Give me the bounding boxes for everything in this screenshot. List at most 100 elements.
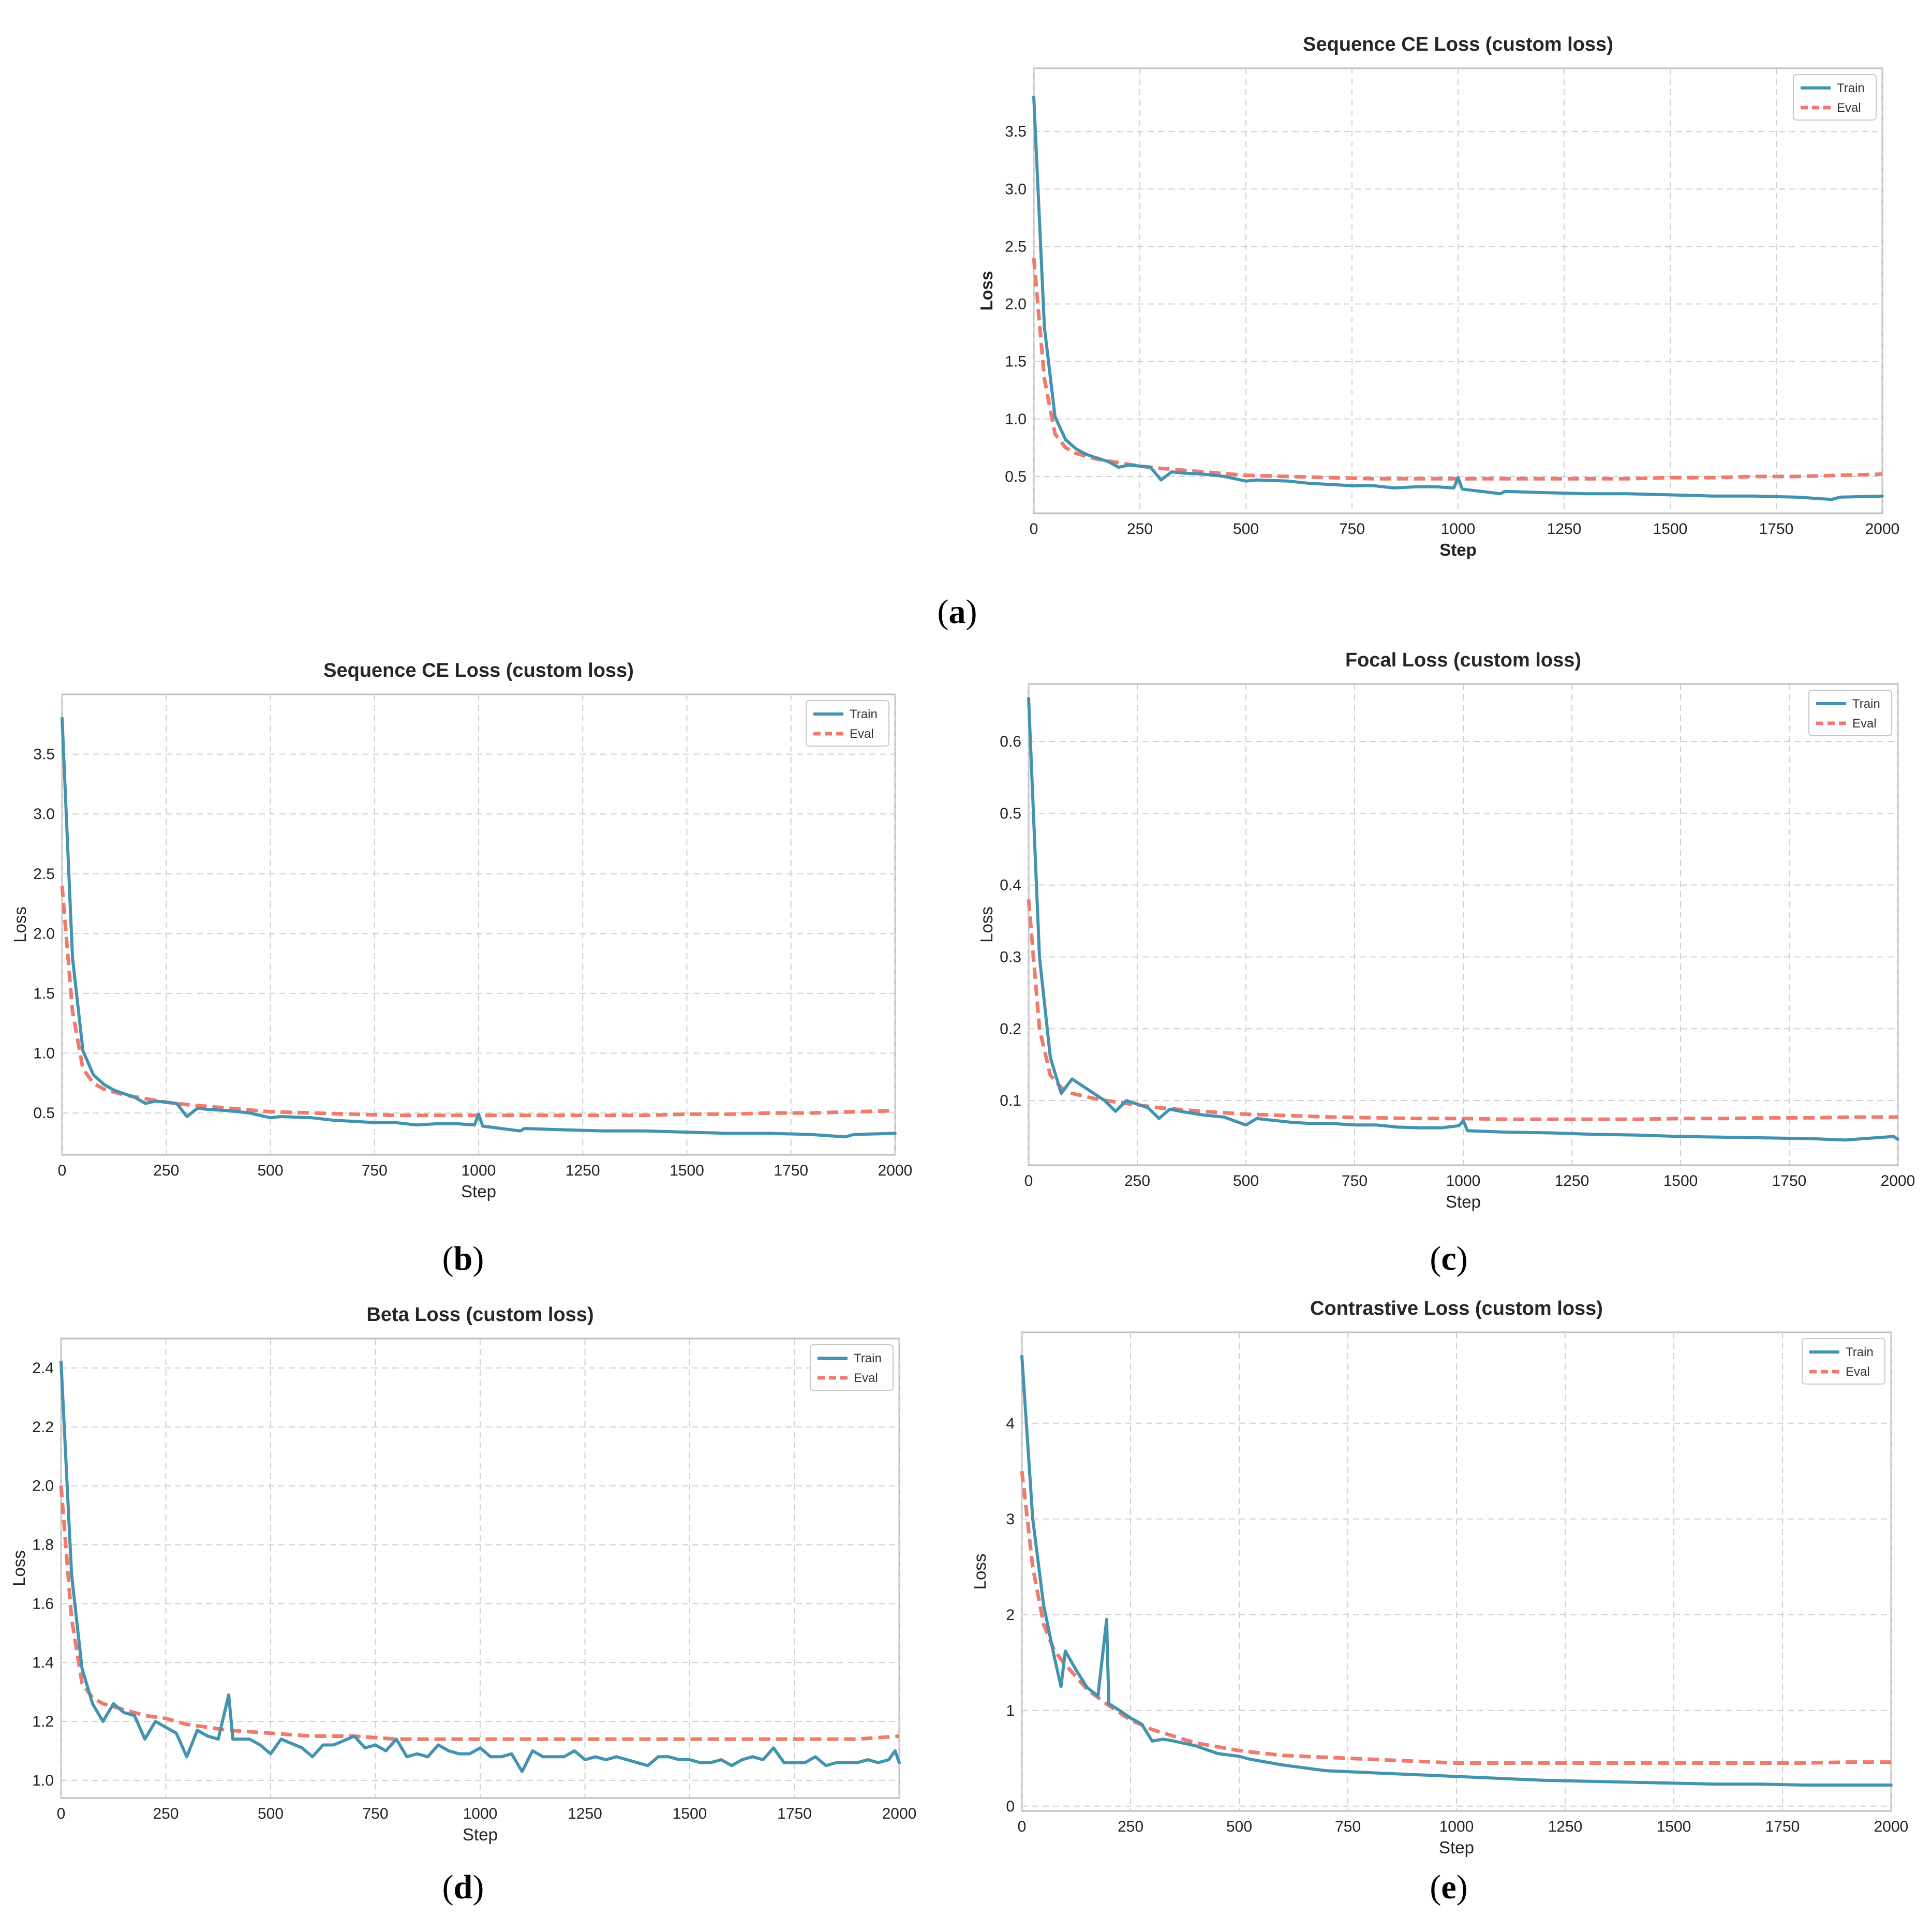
y-axis: 1.0 1.2 1.4 1.6 1.8 2.0 2.2 2.4: [32, 1360, 54, 1789]
chart-panel-d: 0 250 500 750 1000 1250 1500 1750 2000 1.0 1.2 1.4 1…: [0, 1283, 931, 1852]
legend: Train Eval: [1802, 1338, 1885, 1385]
x-tick-label: 2000: [1881, 1172, 1915, 1190]
y-axis: 0 1 2 3 4: [1006, 1415, 1015, 1815]
grid: [1028, 684, 1898, 1165]
y-tick-label: 1.4: [32, 1654, 54, 1671]
eval-series-line: [59, 1485, 900, 1741]
y-tick-label: 2.4: [32, 1360, 54, 1377]
y-axis-title: Loss: [9, 1550, 28, 1586]
chart-title: Sequence CE Loss (custom loss): [1303, 34, 1613, 55]
eval-series-line: [1032, 258, 1883, 481]
y-axis: 0.5 1.0 1.5 2.0 2.5 3.0 3.5: [33, 746, 55, 1122]
x-tick-label: 1250: [566, 1162, 600, 1179]
y-tick-label: 0: [1006, 1798, 1015, 1815]
grid: [61, 1339, 900, 1798]
y-tick-label: 0.3: [1000, 948, 1021, 965]
x-tick-label: 1000: [1439, 1818, 1474, 1835]
train-series-line: [1020, 1355, 1893, 1787]
y-tick-label: 1.0: [32, 1772, 54, 1789]
train-series-line: [1032, 95, 1884, 501]
series-group: [1020, 1355, 1893, 1787]
y-tick-label: 0.1: [1000, 1092, 1021, 1109]
y-tick-label: 2: [1006, 1607, 1015, 1624]
legend: Train Eval: [1808, 690, 1892, 736]
y-tick-label: 0.4: [1000, 877, 1021, 894]
chart-panel-a: 0 250 500 750 1000 1250 1500 1750 2000 0.5 1.0 1.5 2…: [486, 10, 1899, 559]
x-tick-label: 500: [1233, 1172, 1259, 1190]
y-axis: 0.5 1.0 1.5 2.0 2.5 3.0 3.5: [1005, 123, 1027, 485]
y-tick-label: 1.5: [33, 985, 55, 1002]
legend-train-label: Train: [850, 707, 878, 721]
x-tick-label: 250: [1127, 521, 1153, 538]
y-axis-title: Loss: [977, 271, 996, 310]
x-tick-label: 2000: [882, 1805, 917, 1822]
legend-train-label: Train: [1837, 81, 1865, 95]
y-tick-label: 0.5: [1005, 468, 1027, 485]
y-tick-label: 1.8: [32, 1536, 54, 1553]
x-tick-label: 1500: [673, 1805, 707, 1822]
chart-d: 0 250 500 750 1000 1250 1500 1750 20001.01.21.41…: [9, 1304, 917, 1844]
y-tick-label: 1: [1006, 1702, 1015, 1719]
x-tick-label: 250: [1124, 1172, 1150, 1190]
y-axis-title: Loss: [977, 906, 996, 943]
chart-panel-e: 0 250 500 750 1000 1250 1500 1750 2000 0 1 2 3 4 Step L…: [962, 1283, 1932, 1857]
chart-title: Contrastive Loss (custom loss): [1310, 1298, 1603, 1319]
grid: [62, 694, 896, 1155]
x-tick-label: 750: [362, 1805, 388, 1822]
x-tick-label: 1500: [670, 1162, 704, 1179]
x-tick-label: 500: [1226, 1818, 1252, 1835]
x-tick-label: 1750: [1772, 1172, 1807, 1190]
x-tick-label: 1500: [1653, 521, 1688, 538]
chart-panel-b: 0 250 500 750 1000 1250 1500 1750 2000 0.5 1.0 1.5 2…: [0, 647, 931, 1226]
y-tick-label: 2.5: [1005, 238, 1027, 255]
series-group: [1027, 696, 1899, 1142]
x-tick-label: 250: [153, 1805, 179, 1822]
chart-panel-c: 0 250 500 750 1000 1250 1500 1750 2000 0.1 0.2 0.3 0…: [962, 647, 1932, 1226]
x-tick-label: 1250: [1548, 1818, 1583, 1835]
x-tick-label: 250: [1118, 1818, 1143, 1835]
x-tick-label: 500: [1233, 521, 1259, 538]
x-tick-label: 1500: [1663, 1172, 1698, 1190]
x-axis: 0 250 500 750 1000 1250 1500 1750 2000: [1018, 1818, 1909, 1835]
x-axis-title: Step: [1446, 1192, 1481, 1211]
x-tick-label: 750: [1342, 1172, 1368, 1190]
eval-series-line: [1020, 1470, 1891, 1765]
series-group: [1032, 95, 1884, 501]
y-tick-label: 3.5: [33, 746, 55, 763]
chart-a: 0 250 500 750 1000 1250 1500 1750 2000 0.5 1.0 1.5 2…: [977, 34, 1899, 559]
y-tick-label: 0.2: [1000, 1020, 1021, 1037]
y-tick-label: 1.5: [1005, 353, 1027, 370]
legend: Train Eval: [810, 1344, 894, 1391]
y-tick-label: 2.0: [1005, 296, 1027, 313]
x-axis-title: Step: [1439, 540, 1477, 559]
legend-eval-label: Eval: [854, 1371, 878, 1385]
x-tick-label: 1250: [568, 1805, 602, 1822]
eval-series-line: [60, 885, 896, 1118]
grid: [1021, 1332, 1892, 1811]
train-series-line: [60, 1360, 901, 1773]
x-tick-label: 500: [257, 1162, 283, 1179]
x-axis: 0 250 500 750 1000 1250 1500 1750 2000: [1024, 1172, 1915, 1190]
y-tick-label: 0.6: [1000, 733, 1021, 750]
x-tick-label: 2000: [1874, 1818, 1909, 1835]
x-axis: 0 250 500 750 1000 1250 1500 1750 2000: [57, 1805, 917, 1822]
caption-c: (c): [1430, 1240, 1468, 1277]
x-axis: 0 250 500 750 1000 1250 1500 1750 2000: [58, 1162, 913, 1179]
y-tick-label: 1.2: [32, 1713, 54, 1730]
legend-eval-label: Eval: [1846, 1365, 1870, 1379]
legend: Train Eval: [806, 700, 889, 747]
grid: [1033, 68, 1883, 513]
x-tick-label: 750: [1335, 1818, 1361, 1835]
chart-c: 0 250 500 750 1000 1250 1500 1750 20000.10.20.30…: [977, 649, 1915, 1211]
x-tick-label: 1750: [1765, 1818, 1800, 1835]
chart-b: 0 250 500 750 1000 1250 1500 1750 2000 0.5 1.0 1.5 2…: [10, 660, 913, 1201]
x-tick-label: 1250: [1555, 1172, 1589, 1190]
x-tick-label: 0: [1024, 1172, 1033, 1190]
x-tick-label: 750: [362, 1162, 388, 1179]
legend-eval-label: Eval: [1852, 717, 1877, 731]
x-tick-label: 1000: [463, 1805, 498, 1822]
x-tick-label: 1750: [1759, 521, 1794, 538]
y-tick-label: 3.5: [1005, 123, 1027, 140]
y-tick-label: 1.0: [1005, 411, 1027, 428]
y-axis-title: Loss: [10, 906, 29, 943]
